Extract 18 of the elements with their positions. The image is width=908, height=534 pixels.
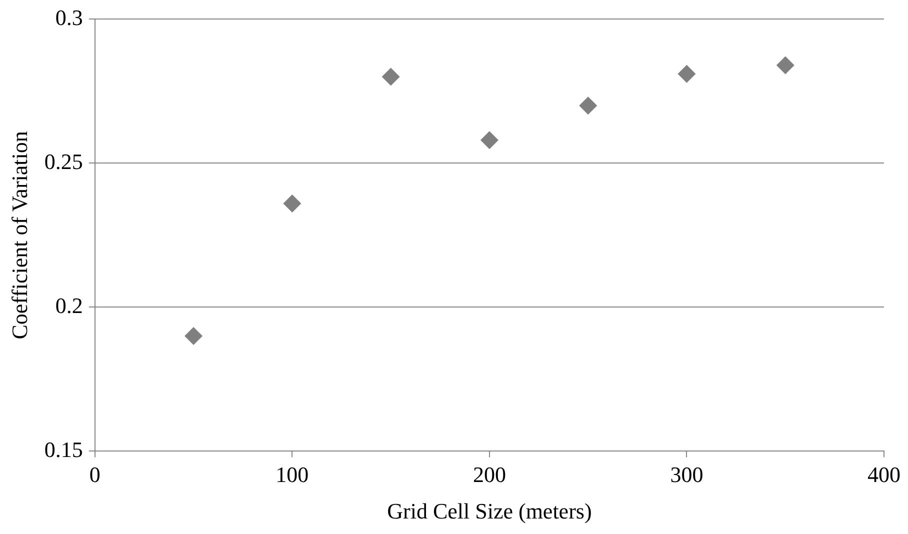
y-tick-label: 0.3 (55, 4, 83, 30)
point (678, 64, 696, 83)
point (480, 131, 498, 150)
y-tick-label: 0.25 (44, 148, 83, 174)
x-tick-label: 300 (670, 462, 704, 488)
y-tick-label: 0.2 (55, 292, 83, 318)
point (184, 327, 203, 345)
point (579, 96, 598, 115)
y-axis-title: Coefficient of Variation (6, 131, 32, 340)
x-tick-label: 200 (472, 462, 506, 488)
x-axis-title: Grid Cell Size (meters) (387, 498, 592, 524)
point (283, 194, 302, 213)
point (776, 56, 794, 74)
y-tick-label: 0.15 (44, 436, 83, 462)
point (382, 68, 400, 86)
x-tick-label: 100 (276, 462, 309, 488)
x-tick-label: 400 (868, 462, 900, 488)
x-tick-label: 0 (89, 462, 100, 488)
